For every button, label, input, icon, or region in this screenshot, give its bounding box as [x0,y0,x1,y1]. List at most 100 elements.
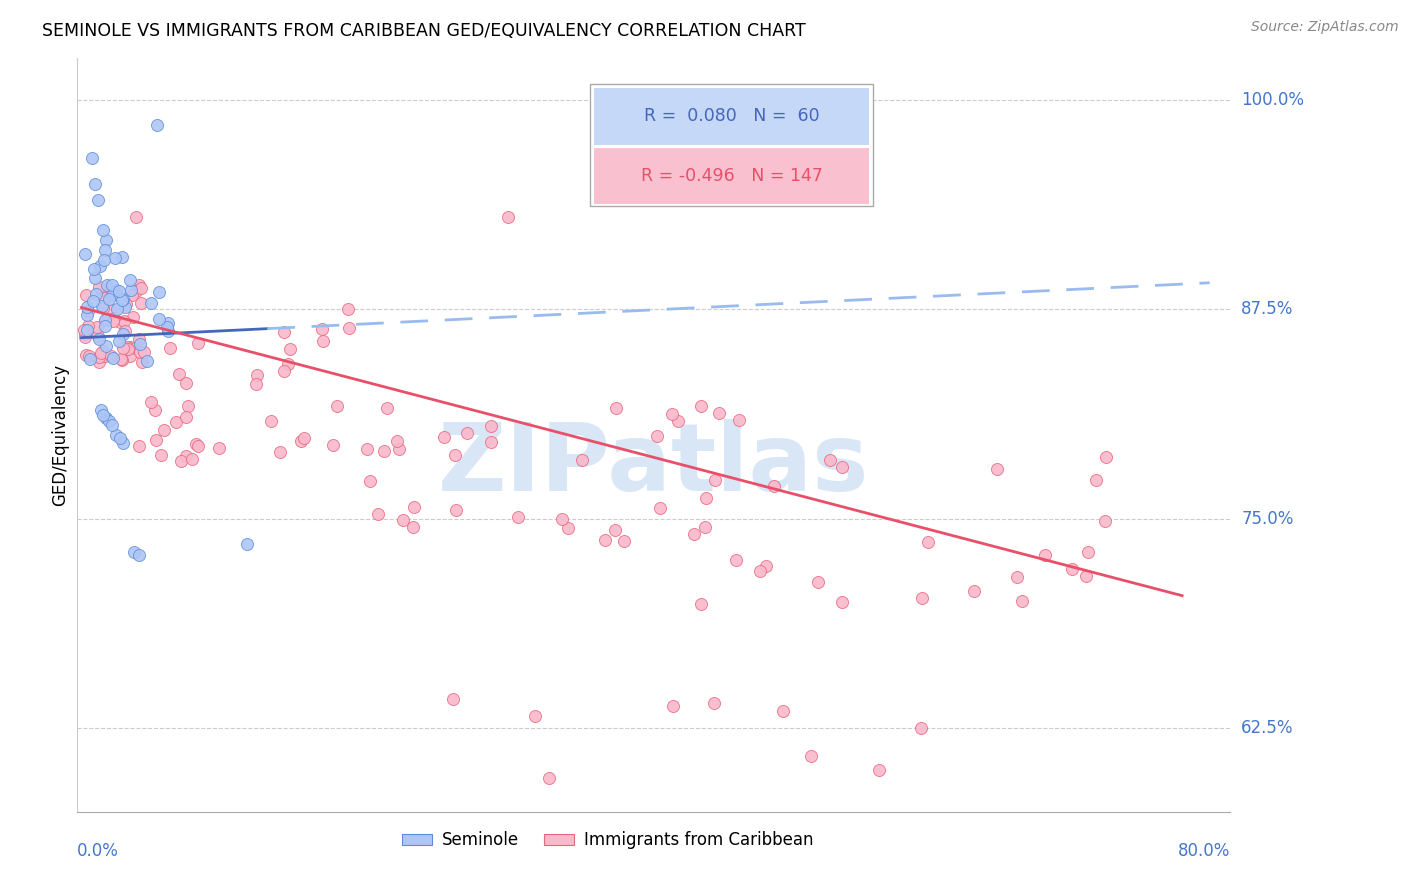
Point [728,412,751,426]
Point [159,341,181,355]
Point [86,319,108,334]
Point [111,352,134,367]
Point [125,210,148,224]
Point [96,233,118,247]
Point [121,287,143,301]
Point [1060,562,1083,576]
Point [145,433,167,447]
Point [90,283,112,297]
Point [100,417,122,432]
Text: Source: ZipAtlas.com: Source: ZipAtlas.com [1251,20,1399,34]
Point [77,319,100,334]
Text: 100.0%: 100.0% [1241,91,1305,109]
Point [100,303,122,318]
Point [167,367,190,381]
Point [613,534,636,549]
Point [112,314,135,328]
Point [89,332,111,346]
Point [666,414,689,428]
Point [111,436,134,450]
Point [135,354,157,368]
Point [120,272,142,286]
Point [648,500,671,515]
Point [174,376,197,391]
Point [98,414,121,428]
Point [662,699,685,714]
Point [311,334,333,349]
Point [101,313,124,327]
Point [103,285,125,299]
Point [128,549,150,563]
Point [84,271,107,285]
Point [603,524,626,538]
Point [246,368,269,382]
Point [831,459,853,474]
FancyBboxPatch shape [591,85,873,206]
Point [337,302,360,317]
Point [84,177,107,191]
FancyBboxPatch shape [593,88,869,145]
Point [141,395,163,409]
Point [181,452,204,467]
Point [273,325,295,339]
Point [76,308,98,322]
Point [260,414,283,428]
Point [129,336,152,351]
Point [911,591,934,605]
Point [910,721,932,735]
Point [496,210,519,224]
Point [695,491,717,505]
Point [132,345,155,359]
Point [117,342,139,356]
Point [93,253,115,268]
Point [707,405,730,419]
Point [129,344,152,359]
Point [292,431,315,445]
Point [93,343,115,358]
Point [557,521,579,535]
Text: SEMINOLE VS IMMIGRANTS FROM CARIBBEAN GED/EQUIVALENCY CORRELATION CHART: SEMINOLE VS IMMIGRANTS FROM CARIBBEAN GE… [42,22,806,40]
Point [157,324,180,338]
Point [311,322,333,336]
Point [807,574,830,589]
Point [443,449,465,463]
Point [108,431,131,445]
Point [187,438,209,452]
Point [91,300,114,314]
Point [1074,569,1097,583]
Point [187,336,209,351]
Point [661,407,683,421]
Point [385,434,408,448]
Point [689,399,711,413]
Point [103,310,125,325]
Point [111,293,134,308]
Point [208,441,231,455]
Point [76,323,98,337]
Point [1011,593,1033,607]
Point [1005,570,1028,584]
Point [800,749,823,764]
Point [337,321,360,335]
Point [120,340,142,354]
Point [107,285,129,299]
Point [153,424,176,438]
Point [128,278,150,293]
Point [441,692,464,706]
Point [689,597,711,611]
Point [986,462,1008,476]
Text: 80.0%: 80.0% [1178,842,1230,860]
Point [245,376,267,391]
Point [551,512,574,526]
Point [101,288,124,302]
Point [1077,545,1099,559]
Point [91,223,114,237]
Text: ZIPatlas: ZIPatlas [439,419,869,511]
Point [115,340,138,354]
Point [87,280,110,294]
Point [508,509,530,524]
Point [94,319,117,334]
Point [235,537,257,551]
Point [831,595,853,609]
Point [165,415,187,429]
Point [114,324,136,338]
